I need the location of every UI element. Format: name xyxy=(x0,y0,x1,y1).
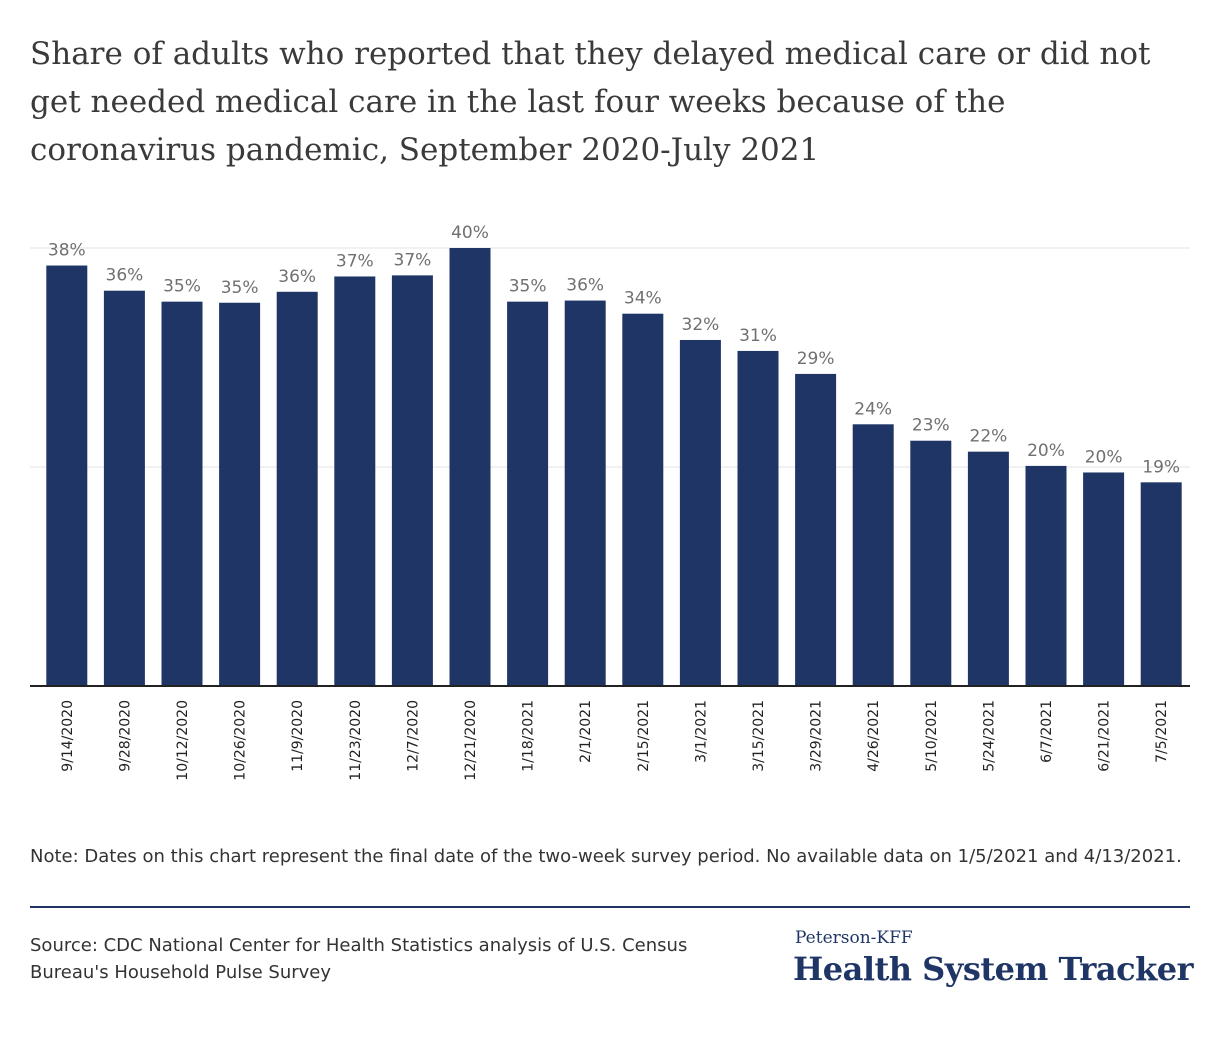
x-tick-label: 3/29/2021 xyxy=(809,700,825,772)
footer-divider xyxy=(30,906,1190,908)
chart-note: Note: Dates on this chart represent the … xyxy=(30,846,1182,867)
chart-title: Share of adults who reported that they d… xyxy=(30,36,1151,168)
data-label: 20% xyxy=(1085,447,1123,467)
data-label: 37% xyxy=(394,250,432,270)
x-tick-label: 5/10/2021 xyxy=(924,700,940,772)
bar xyxy=(795,373,837,686)
data-label: 19% xyxy=(1142,457,1180,477)
data-label: 22% xyxy=(970,427,1008,447)
x-tick-label: 11/23/2020 xyxy=(348,700,364,781)
bar xyxy=(967,451,1009,686)
data-label: 36% xyxy=(566,276,604,296)
bar xyxy=(1025,465,1067,686)
bar xyxy=(1083,472,1125,686)
x-tick-label: 4/26/2021 xyxy=(866,700,882,772)
bar xyxy=(910,440,952,686)
bar-chart: 38% 9/14/2020 36% 9/28/2020 35% 10/12/2020 35%… xyxy=(30,223,1190,781)
bar xyxy=(334,276,376,686)
x-tick-label: 3/15/2021 xyxy=(751,700,767,772)
bar xyxy=(564,300,606,686)
data-label: 38% xyxy=(48,241,86,261)
data-label: 36% xyxy=(278,267,316,287)
data-label: 29% xyxy=(797,349,835,369)
x-tick-label: 9/14/2020 xyxy=(60,700,76,772)
data-label: 37% xyxy=(336,251,374,271)
x-tick-label: 7/5/2021 xyxy=(1154,700,1170,763)
brand-health-system-tracker: Health System Tracker xyxy=(793,950,1193,988)
x-tick-label: 12/7/2020 xyxy=(405,700,421,772)
x-tick-label: 11/9/2020 xyxy=(290,700,306,772)
x-tick-label: 9/28/2020 xyxy=(117,700,133,772)
x-tick-label: 5/24/2021 xyxy=(981,700,997,772)
source-text: Source: CDC National Center for Health S… xyxy=(30,935,688,983)
data-label: 34% xyxy=(624,289,662,309)
data-label: 36% xyxy=(106,266,144,286)
data-label: 32% xyxy=(682,315,720,335)
x-tick-label: 10/12/2020 xyxy=(175,700,191,781)
bar xyxy=(449,248,491,686)
data-label: 23% xyxy=(912,416,950,436)
data-label: 40% xyxy=(451,223,489,243)
data-label: 35% xyxy=(221,278,259,298)
x-tick-label: 12/21/2020 xyxy=(463,700,479,781)
x-tick-label: 3/1/2021 xyxy=(693,700,709,763)
bar xyxy=(161,301,203,686)
bar xyxy=(679,339,721,686)
bar xyxy=(622,313,664,686)
data-label: 35% xyxy=(509,277,547,297)
bar xyxy=(219,302,261,686)
x-tick-label: 2/15/2021 xyxy=(636,700,652,772)
bar xyxy=(276,291,318,686)
data-label: 35% xyxy=(163,277,201,297)
data-label: 20% xyxy=(1027,441,1065,461)
x-tick-label: 6/7/2021 xyxy=(1039,700,1055,763)
bar xyxy=(1140,482,1182,686)
brand-peterson-kff: Peterson-KFF xyxy=(795,928,913,948)
bar xyxy=(852,424,894,686)
bar xyxy=(391,275,433,686)
bar xyxy=(46,265,88,686)
bar xyxy=(507,301,549,686)
x-tick-label: 6/21/2021 xyxy=(1097,700,1113,772)
bar xyxy=(737,350,779,686)
x-tick-label: 2/1/2021 xyxy=(578,700,594,763)
bar xyxy=(103,290,145,686)
x-tick-label: 10/26/2020 xyxy=(233,700,249,781)
x-tick-label: 1/18/2021 xyxy=(521,700,537,772)
data-label: 31% xyxy=(739,326,777,346)
data-label: 24% xyxy=(854,399,892,419)
